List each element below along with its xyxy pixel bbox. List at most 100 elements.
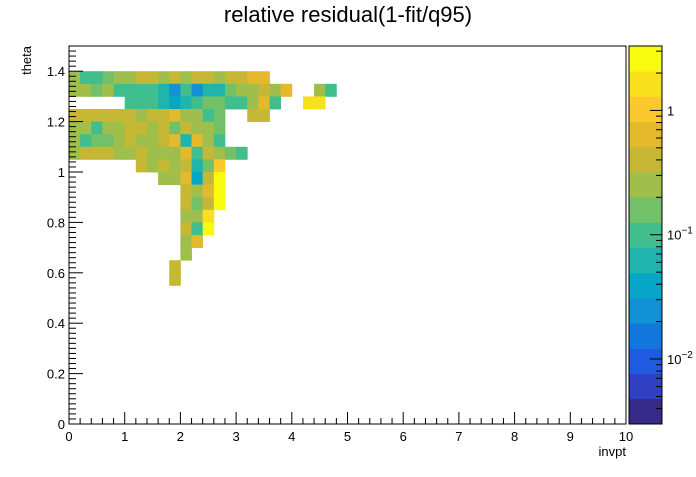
heatmap-bin: [224, 146, 237, 160]
heatmap-bin: [314, 83, 326, 97]
heatmap-bin: [169, 159, 181, 173]
heatmap-bin: [169, 71, 181, 85]
heatmap-bin: [191, 235, 204, 248]
colorbar-segment: [629, 197, 662, 223]
heatmap-bin: [80, 71, 92, 85]
heatmap-bin: [191, 172, 204, 185]
heatmap-bin: [91, 121, 103, 135]
heatmap-bin: [180, 159, 192, 173]
heatmap-bin: [202, 184, 215, 198]
heatmap-bins: [69, 71, 337, 286]
heatmap-bin: [202, 96, 215, 110]
heatmap-bin: [158, 121, 170, 135]
y-tick-label: 1.4: [47, 64, 65, 79]
heatmap-bin: [191, 83, 204, 97]
heatmap-bin: [180, 83, 192, 97]
heatmap-bin: [213, 71, 226, 85]
heatmap-bin: [180, 71, 192, 85]
heatmap-bin: [180, 209, 192, 223]
heatmap-bin: [158, 146, 170, 160]
heatmap-bin: [191, 121, 204, 135]
heatmap-bin: [180, 222, 192, 236]
x-tick-label: 6: [400, 429, 407, 444]
heatmap-bin: [213, 159, 226, 173]
heatmap-bin: [236, 83, 248, 97]
colorbar-segment: [629, 323, 662, 349]
heatmap-bin: [247, 109, 259, 122]
heatmap-bin: [191, 71, 204, 85]
heatmap-bin: [146, 121, 159, 135]
heatmap-bin: [102, 109, 114, 122]
heatmap-bin: [135, 146, 148, 160]
y-axis-label: theta: [19, 45, 34, 75]
heatmap-bin: [224, 71, 237, 85]
heatmap-bin: [146, 109, 159, 122]
heatmap-bin: [191, 96, 204, 110]
heatmap-bin: [180, 172, 192, 185]
heatmap-bin: [113, 146, 126, 160]
heatmap-bin: [269, 83, 282, 97]
heatmap-bin: [69, 71, 81, 85]
colorbar-segment: [629, 398, 662, 425]
heatmap-bin: [135, 159, 148, 173]
heatmap-bin: [135, 121, 148, 135]
colorbar-segment: [629, 172, 662, 198]
colorbar-segment: [629, 272, 662, 299]
heatmap-bin: [314, 96, 326, 110]
heatmap-bin: [146, 96, 159, 110]
heatmap-bin: [135, 109, 148, 122]
heatmap-bin: [113, 83, 126, 97]
heatmap-bin: [158, 96, 170, 110]
heatmap-bin: [191, 146, 204, 160]
heatmap-bin: [158, 83, 170, 97]
heatmap-bin: [258, 71, 270, 85]
heatmap-bin: [269, 96, 282, 110]
heatmap-bin: [202, 197, 215, 211]
heatmap-bin: [69, 146, 81, 160]
heatmap-bin: [180, 121, 192, 135]
chart-title: relative residual(1-fit/q95): [224, 2, 472, 27]
heatmap-bin: [124, 96, 137, 110]
heatmap-bin: [80, 109, 92, 122]
heatmap-bin: [247, 71, 259, 85]
heatmap-bin: [91, 71, 103, 85]
x-tick-label: 10: [619, 429, 633, 444]
heatmap-bin: [146, 83, 159, 97]
heatmap-bin: [80, 121, 92, 135]
heatmap-bin: [169, 260, 181, 274]
heatmap-bin: [169, 109, 181, 122]
heatmap-bin: [113, 109, 126, 122]
heatmap-bin: [158, 134, 170, 148]
heatmap-bin: [102, 121, 114, 135]
heatmap-bin: [258, 83, 270, 97]
heatmap-bin: [124, 83, 137, 97]
heatmap-bin: [191, 109, 204, 122]
y-tick-label: 1.2: [47, 115, 65, 130]
heatmap-bin: [180, 235, 192, 248]
heatmap-bin: [202, 172, 215, 185]
heatmap-bin: [91, 109, 103, 122]
heatmap-bin: [69, 83, 81, 97]
heatmap-bin: [169, 172, 181, 185]
colorbar-tick-label: 1: [667, 103, 674, 118]
colorbar-segment: [629, 96, 662, 122]
heatmap-bin: [146, 134, 159, 148]
heatmap-bin: [124, 134, 137, 148]
heatmap-bin: [91, 134, 103, 148]
heatmap-bin: [247, 83, 259, 97]
y-tick-label: 0.4: [47, 316, 65, 331]
x-tick-label: 4: [288, 429, 295, 444]
heatmap-bin: [69, 121, 81, 135]
x-tick-label: 9: [567, 429, 574, 444]
heatmap-bin: [124, 121, 137, 135]
heatmap-bin: [213, 121, 226, 135]
heatmap-bin: [213, 83, 226, 97]
heatmap-bin: [213, 184, 226, 198]
colorbar-segment: [629, 247, 662, 274]
heatmap-bin: [202, 134, 215, 148]
heatmap-bin: [80, 83, 92, 97]
heatmap-bin: [102, 83, 114, 97]
heatmap-bin: [102, 134, 114, 148]
